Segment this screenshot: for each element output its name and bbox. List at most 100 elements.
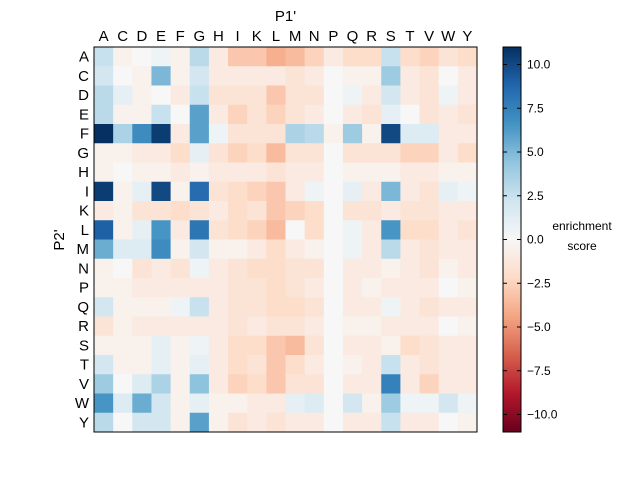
heatmap-cell-R-T: [400, 316, 420, 337]
heatmap-cell-D-V: [419, 85, 440, 106]
heatmap-cell-V-E: [151, 374, 171, 394]
heatmap-cell-L-A: [94, 220, 114, 240]
heatmap-cell-D-G: [189, 85, 210, 106]
heatmap-cell-V-S: [381, 374, 401, 394]
heatmap-cell-M-G: [189, 239, 210, 260]
heatmap-cell-A-S: [381, 47, 401, 67]
heatmap-cell-T-S: [381, 355, 401, 375]
heatmap-cell-T-P: [323, 355, 344, 375]
colorbar-tick-label: 5.0: [527, 145, 544, 159]
heatmap-cell-P-T: [400, 278, 420, 298]
heatmap-cell-T-F: [170, 355, 191, 375]
heatmap-cell-F-W: [438, 124, 459, 144]
heatmap-cell-L-H: [208, 220, 229, 240]
heatmap-cell-L-C: [113, 220, 133, 240]
heatmap-cell-Y-Q: [342, 412, 363, 433]
heatmap-cell-G-H: [208, 143, 229, 163]
heatmap-cell-W-C: [113, 393, 133, 414]
y-tick-label: I: [85, 183, 89, 200]
heatmap-cell-R-Q: [342, 316, 363, 337]
heatmap-cell-I-T: [400, 181, 420, 202]
heatmap-cell-S-F: [170, 335, 191, 356]
heatmap-cell-A-H: [208, 47, 229, 67]
y-tick-label: M: [77, 241, 90, 258]
heatmap-cell-R-S: [381, 316, 401, 337]
heatmap-cell-C-M: [285, 66, 306, 86]
heatmap-cell-N-K: [247, 258, 267, 279]
heatmap-cell-F-E: [151, 124, 171, 144]
heatmap-cell-N-H: [208, 258, 229, 279]
heatmap-cell-H-A: [94, 162, 114, 183]
heatmap-cell-S-T: [400, 335, 420, 356]
heatmap-cell-K-L: [266, 201, 286, 221]
heatmap-cell-W-K: [247, 393, 267, 414]
heatmap-cell-I-R: [362, 181, 382, 202]
heatmap-cell-C-Q: [342, 66, 363, 86]
heatmap-cell-W-N: [304, 393, 325, 414]
y-tick-label: Q: [77, 299, 89, 316]
heatmap-cell-V-Q: [342, 374, 363, 394]
heatmap-cell-C-N: [304, 66, 325, 86]
heatmap-cell-P-Y: [457, 278, 478, 298]
heatmap-cell-C-L: [266, 66, 286, 86]
heatmap-cell-A-N: [304, 47, 325, 67]
heatmap-cell-D-L: [266, 85, 286, 106]
heatmap-cell-V-K: [247, 374, 267, 394]
heatmap-cell-V-V: [419, 374, 440, 394]
heatmap-cell-G-V: [419, 143, 440, 163]
heatmap-cell-A-R: [362, 47, 382, 67]
heatmap-cell-R-K: [247, 316, 267, 337]
heatmap-cell-H-H: [208, 162, 229, 183]
heatmap-cell-K-W: [438, 201, 459, 221]
heatmap-cell-A-D: [132, 47, 152, 67]
heatmap-cell-E-M: [285, 104, 306, 125]
heatmap-cell-W-A: [94, 393, 114, 414]
heatmap-cell-V-L: [266, 374, 286, 394]
heatmap-cell-Q-M: [285, 297, 306, 317]
heatmap-cell-H-P: [323, 162, 344, 183]
heatmap-cell-Y-H: [208, 412, 229, 433]
heatmap-cell-M-M: [285, 239, 306, 260]
heatmap-cell-S-M: [285, 335, 306, 356]
heatmap-cell-V-W: [438, 374, 459, 394]
heatmap-cell-D-Q: [342, 85, 363, 106]
heatmap-cell-I-Q: [342, 181, 363, 202]
heatmap-cell-L-G: [189, 220, 210, 240]
heatmap-cell-G-E: [151, 143, 171, 163]
heatmap-cell-K-T: [400, 201, 420, 221]
heatmap-cell-L-K: [247, 220, 267, 240]
y-tick-label: W: [75, 395, 90, 412]
heatmap-cell-V-R: [362, 374, 382, 394]
heatmap-cell-C-D: [132, 66, 152, 86]
x-tick-label: W: [441, 28, 456, 45]
heatmap-cell-S-R: [362, 335, 382, 356]
heatmap-cell-F-N: [304, 124, 325, 144]
heatmap-cell-K-R: [362, 201, 382, 221]
heatmap-cell-D-T: [400, 85, 420, 106]
heatmap-cell-S-I: [228, 335, 248, 356]
y-tick-label: E: [79, 106, 89, 123]
heatmap-cell-K-A: [94, 201, 114, 221]
x-tick-label: H: [213, 28, 224, 45]
heatmap-cell-F-R: [362, 124, 382, 144]
heatmap-cell-P-S: [381, 278, 401, 298]
heatmap-cell-S-E: [151, 335, 171, 356]
heatmap-cell-S-N: [304, 335, 325, 356]
heatmap-cell-V-I: [228, 374, 248, 394]
x-tick-label: I: [236, 28, 240, 45]
heatmap-cell-L-P: [323, 220, 344, 240]
heatmap-cell-H-N: [304, 162, 325, 183]
heatmap-cell-P-C: [113, 278, 133, 298]
heatmap-cell-Q-V: [419, 297, 440, 317]
heatmap-cell-E-A: [94, 104, 114, 125]
y-tick-label: R: [78, 318, 89, 335]
heatmap-cell-D-A: [94, 85, 114, 106]
heatmap-cell-Q-W: [438, 297, 459, 317]
heatmap-cell-I-A: [94, 181, 114, 202]
y-tick-label: F: [80, 126, 89, 143]
heatmap-cell-Q-N: [304, 297, 325, 317]
heatmap-cell-W-R: [362, 393, 382, 414]
heatmap-cell-C-H: [208, 66, 229, 86]
heatmap-cell-Q-T: [400, 297, 420, 317]
